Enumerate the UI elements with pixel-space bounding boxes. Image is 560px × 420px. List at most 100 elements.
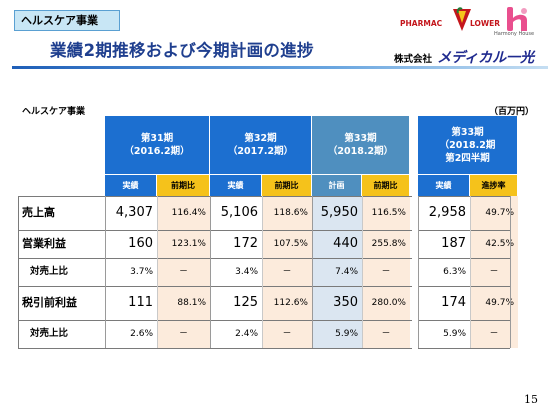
company-logo: 株式会社 メディカル一光 [394, 47, 534, 67]
table-cell: 116.4% [171, 208, 206, 218]
table-cell: 2.4% [235, 329, 258, 339]
table-cell: 280.0% [371, 298, 406, 308]
table-gridline-vertical [362, 196, 363, 348]
table-cell: 5,106 [220, 205, 258, 220]
table-cell: 42.5% [485, 239, 514, 249]
table-gridline-horizontal [18, 348, 510, 349]
table-cell: － [282, 329, 292, 339]
lower-logo-text: LOWER [470, 19, 501, 28]
period-header-line2: （2018.2期） [327, 146, 394, 157]
period-header-line1: 第32期 [244, 133, 277, 144]
column-subheader: 前期比 [157, 174, 210, 196]
column-subheader: 前期比 [362, 174, 410, 196]
row-label: 売上高 [22, 206, 55, 219]
table-unit-label: （百万円） [489, 107, 535, 117]
column-subheader: 進捗率 [470, 174, 518, 196]
table-cell: 5.9% [443, 329, 466, 339]
pharmac-logo-text: PHARMAC [400, 19, 443, 28]
table-cell: 4,307 [115, 205, 153, 220]
period-header: 第33期 （2018.2期 第2四半期 [418, 116, 518, 174]
table-gridline-vertical [510, 196, 511, 348]
table-gridline-horizontal [18, 320, 510, 321]
table-gridline-vertical [210, 196, 211, 348]
table-cell: 3.4% [235, 267, 258, 277]
section-tag: ヘルスケア事業 [14, 10, 120, 31]
table-cell: － [489, 329, 499, 339]
column-subheader: 計画 [312, 174, 362, 196]
table-cell: 112.6% [273, 298, 308, 308]
period-header-line2: （2017.2期） [227, 146, 294, 157]
column-subheader: 実績 [418, 174, 470, 196]
table-cell: 5,950 [320, 205, 358, 220]
company-type: 株式会社 [394, 54, 433, 65]
table-cell: 160 [128, 236, 153, 251]
table-cell: 2.6% [130, 329, 153, 339]
table-cell: 49.7% [485, 298, 514, 308]
column-subheader: 前期比 [262, 174, 312, 196]
period-header: 第33期 （2018.2期） [312, 116, 410, 174]
table-column-gap [412, 116, 418, 349]
period-header: 第31期 （2016.2期） [105, 116, 210, 174]
table-cell: 107.5% [273, 239, 308, 249]
table-cell: 7.4% [335, 267, 358, 277]
harmony-house-logo-icon [507, 7, 527, 31]
period-header-line2: （2016.2期） [124, 146, 190, 157]
ratio-column-fill [262, 196, 312, 348]
table-cell: 116.5% [371, 208, 406, 218]
table-cell: 49.7% [485, 208, 514, 218]
table-cell: 172 [233, 236, 258, 251]
table-cell: 3.7% [130, 267, 153, 277]
period-header-line2: （2018.2期 [439, 139, 496, 151]
table-gridline-vertical [105, 196, 106, 348]
table-cell: 88.1% [177, 298, 206, 308]
plan-column-fill [312, 196, 362, 348]
row-label: 対売上比 [30, 266, 69, 277]
title-underline [12, 66, 548, 69]
harmony-house-logo-text: Harmony House [494, 31, 535, 37]
table-gridline-horizontal [18, 258, 510, 259]
table-gridline-vertical [157, 196, 158, 348]
table-gridline-vertical [418, 196, 419, 348]
page-title: 業績2期推移および今期計画の進捗 [50, 41, 314, 60]
table-cell: 118.6% [273, 208, 308, 218]
table-cell: － [178, 329, 188, 339]
period-header-line1: 第31期 [140, 133, 174, 144]
ratio-column-fill [157, 196, 210, 348]
table-cell: 174 [441, 295, 466, 310]
company-name: メディカル一光 [437, 50, 535, 66]
table-cell: 440 [333, 236, 358, 251]
table-cell: 111 [128, 295, 153, 310]
row-label: 税引前利益 [22, 296, 77, 309]
table-cell: 5.9% [335, 329, 358, 339]
table-gridline-vertical [262, 196, 263, 348]
table-cell: 255.8% [371, 239, 406, 249]
table-cell: － [489, 267, 499, 277]
period-header-line1: 第33期 [451, 126, 484, 138]
table-gridline-horizontal [18, 286, 510, 287]
table-section-label: ヘルスケア事業 [22, 107, 86, 117]
table-cell: － [381, 329, 391, 339]
table-cell: 125 [233, 295, 258, 310]
table-cell: － [282, 267, 292, 277]
table-cell: 6.3% [443, 267, 466, 277]
table-cell: － [178, 267, 188, 277]
page-number: 15 [524, 393, 538, 406]
table-gridline-vertical [312, 196, 313, 348]
table-cell: 350 [333, 295, 358, 310]
column-subheader: 実績 [210, 174, 262, 196]
period-header-line3: 第2四半期 [445, 152, 490, 164]
table-border-left [18, 196, 19, 348]
table-cell: 2,958 [428, 205, 466, 220]
table-gridline-vertical [470, 196, 471, 348]
column-subheader: 実績 [105, 174, 157, 196]
row-label: 営業利益 [22, 237, 66, 250]
period-header: 第32期 （2017.2期） [210, 116, 312, 174]
table-gridline-horizontal [18, 196, 510, 197]
table-cell: 123.1% [171, 239, 206, 249]
pharmac-lower-logo-icon [453, 7, 471, 31]
period-header-line1: 第33期 [344, 133, 377, 144]
ratio-column-fill [362, 196, 410, 348]
row-label: 対売上比 [30, 328, 69, 339]
table-cell: 187 [441, 236, 466, 251]
table-gridline-horizontal [18, 230, 510, 231]
